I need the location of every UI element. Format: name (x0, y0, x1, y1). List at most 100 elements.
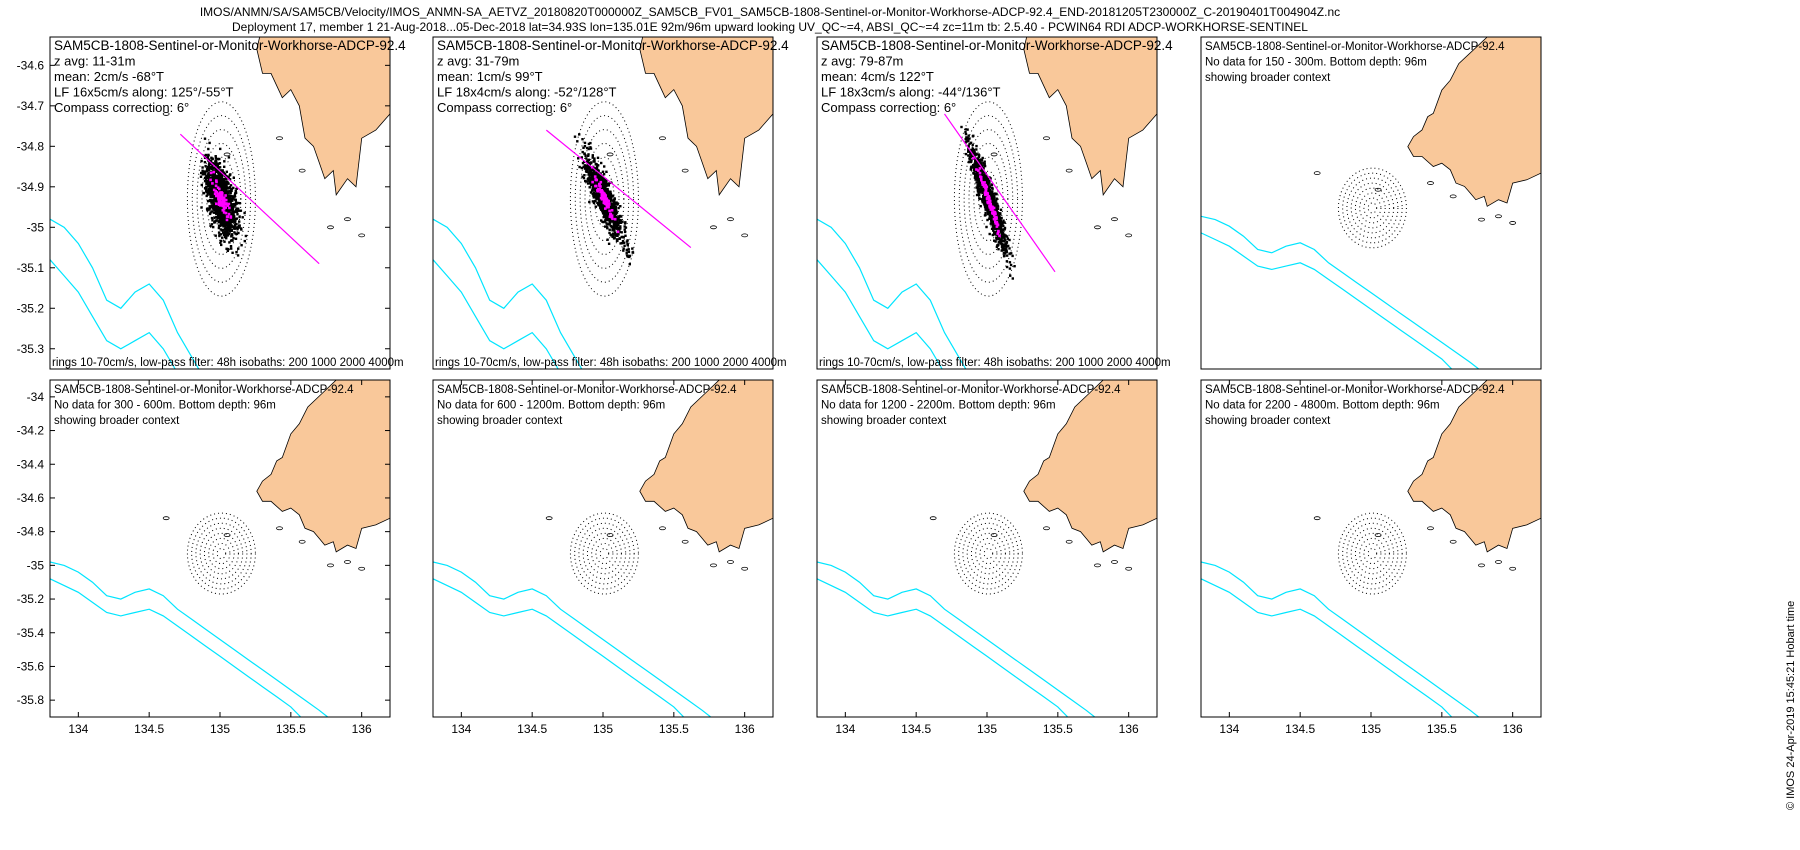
velocity-point (216, 200, 219, 203)
velocity-point (221, 169, 224, 172)
velocity-point (594, 167, 597, 170)
panel-instrument-label: SAM5CB-1808-Sentinel-or-Monitor-Workhors… (54, 384, 354, 396)
lowpass-point (984, 191, 988, 194)
velocity-point (601, 211, 605, 215)
velocity-point (616, 222, 620, 225)
velocity-point (207, 184, 210, 188)
velocity-point (204, 164, 207, 168)
velocity-point (226, 187, 229, 190)
panel-annotation: Compass correction: 6° (437, 100, 572, 115)
velocity-point (231, 195, 234, 198)
island (1509, 221, 1517, 225)
isobath-line (817, 218, 967, 369)
velocity-point (207, 175, 211, 179)
velocity-point (220, 187, 223, 190)
velocity-point (230, 247, 233, 250)
velocity-point (592, 196, 595, 199)
velocity-point (995, 192, 998, 196)
velocity-point (603, 210, 606, 213)
velocity-point (615, 220, 619, 223)
velocity-point (225, 234, 228, 238)
isobath-line (433, 578, 685, 717)
velocity-point (240, 244, 243, 247)
lowpass-point (979, 177, 983, 180)
velocity-point (589, 172, 592, 175)
velocity-point (212, 225, 215, 229)
velocity-point (1005, 240, 1008, 244)
velocity-point (212, 176, 216, 179)
y-tick-label: -35.1 (17, 261, 45, 275)
velocity-point (618, 230, 621, 234)
velocity-point (617, 206, 620, 210)
velocity-point (976, 184, 979, 187)
velocity-point (588, 200, 591, 204)
velocity-point (238, 209, 241, 212)
velocity-point (223, 223, 227, 226)
velocity-point (1003, 226, 1007, 230)
panel-footer: rings 10-70cm/s, low-pass filter: 48h is… (819, 357, 1171, 369)
velocity-point (594, 205, 597, 208)
velocity-point (969, 160, 973, 164)
lowpass-point (979, 175, 982, 178)
velocity-point (222, 179, 225, 182)
lowpass-point (604, 207, 607, 210)
panel-top-1: -34.6 -34.7 -34.8 -34.9 -35 -35.1 -35.2 -35.3 SA… (17, 36, 406, 370)
lowpass-point (613, 217, 617, 221)
lowpass-point (602, 192, 606, 195)
lowpass-point (218, 202, 221, 206)
velocity-point (605, 195, 609, 198)
velocity-point (210, 167, 214, 171)
island (990, 533, 998, 537)
velocity-point (608, 218, 611, 221)
velocity-point (626, 255, 629, 258)
lowpass-point (971, 157, 975, 160)
y-tick-label: -34.6 (17, 491, 45, 505)
velocity-point (590, 172, 593, 175)
isobath-line (1201, 561, 1480, 717)
velocity-point (609, 211, 613, 214)
velocity-point (593, 171, 596, 174)
velocity-point (215, 219, 218, 222)
lowpass-point (223, 203, 226, 206)
velocity-point (232, 213, 235, 217)
velocity-point (1001, 239, 1004, 243)
velocity-point (211, 157, 214, 161)
figure-title-line-2: Deployment 17, member 1 21-Aug-2018...05… (232, 20, 1308, 34)
lowpass-point (216, 194, 220, 198)
x-tick-label: 136 (735, 722, 755, 736)
velocity-point (975, 164, 978, 167)
velocity-point (1001, 236, 1004, 239)
velocity-point (977, 155, 981, 158)
velocity-point (619, 219, 622, 222)
island (358, 233, 366, 238)
speed-ring (584, 142, 625, 255)
velocity-point (217, 226, 221, 230)
velocity-point (604, 213, 607, 216)
velocity-point (606, 190, 609, 194)
panel-footer: rings 10-70cm/s, low-pass filter: 48h is… (52, 357, 404, 369)
lowpass-point (610, 209, 614, 212)
velocity-point (983, 163, 986, 166)
velocity-point (232, 195, 235, 199)
velocity-point (228, 241, 231, 244)
island (727, 217, 734, 222)
lowpass-point (220, 201, 223, 205)
velocity-point (1011, 254, 1014, 258)
speed-ring (578, 522, 631, 585)
island (298, 168, 306, 173)
velocity-point (607, 182, 611, 185)
velocity-point (987, 184, 990, 187)
velocity-point (622, 249, 625, 252)
lowpass-point (214, 184, 218, 188)
velocity-point (212, 167, 215, 170)
velocity-point (590, 189, 594, 192)
velocity-point (219, 147, 222, 151)
principal-axis-line (179, 133, 320, 265)
velocity-point (211, 219, 214, 222)
velocity-point (585, 180, 588, 183)
lowpass-point (607, 203, 611, 206)
velocity-point (624, 221, 627, 224)
velocity-point (977, 187, 980, 190)
velocity-point (987, 210, 990, 214)
velocity-point (204, 178, 208, 181)
